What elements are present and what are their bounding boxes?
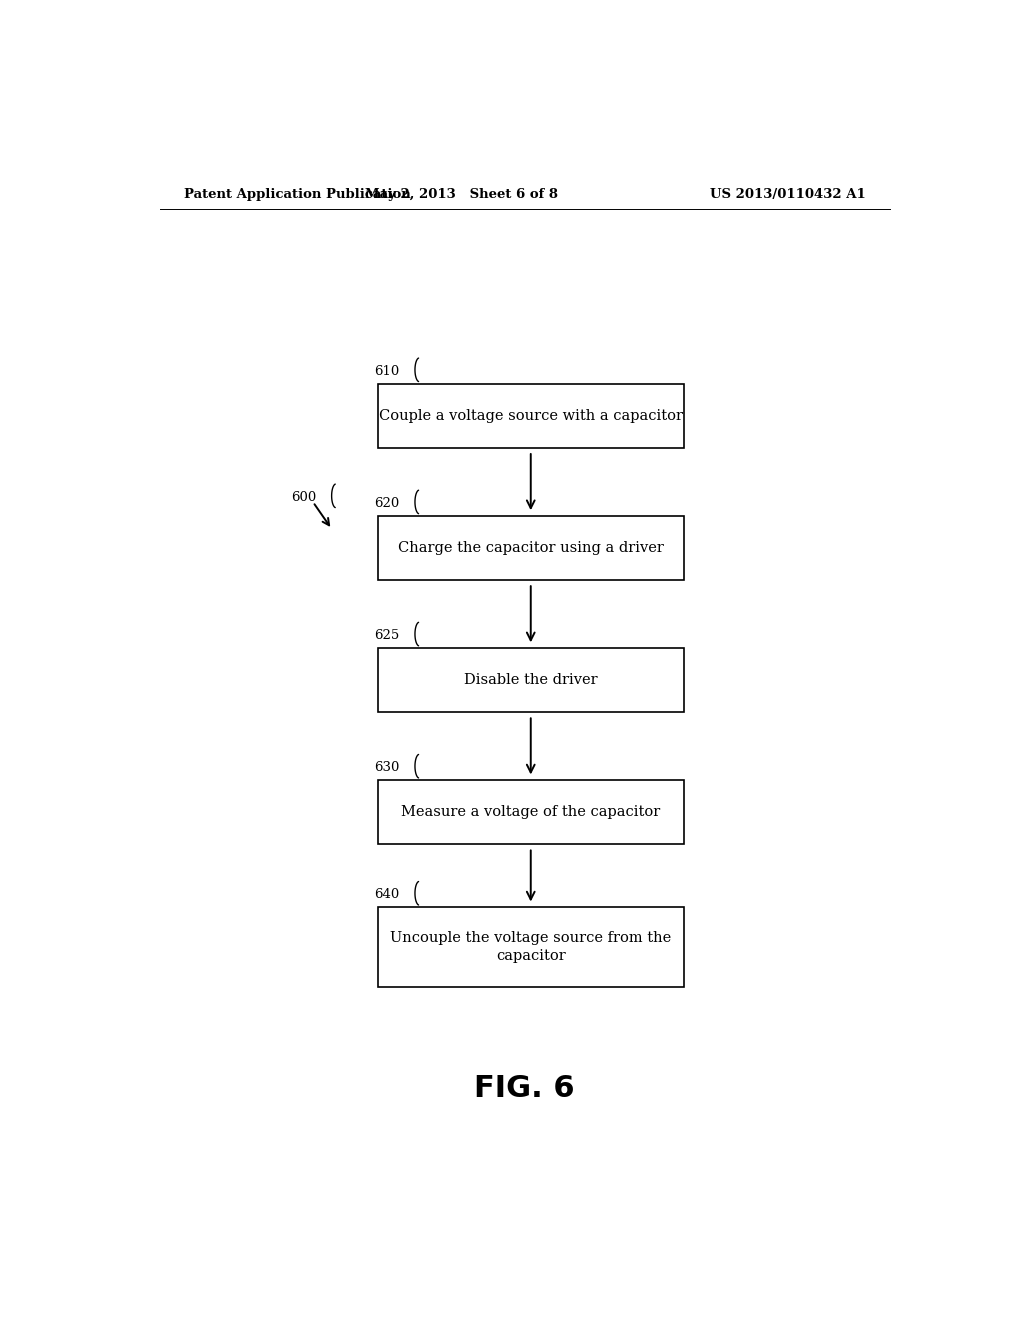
Text: 610: 610 <box>374 364 399 378</box>
Text: Uncouple the voltage source from the
capacitor: Uncouple the voltage source from the cap… <box>390 931 672 964</box>
Text: Couple a voltage source with a capacitor: Couple a voltage source with a capacitor <box>379 409 683 422</box>
Text: Patent Application Publication: Patent Application Publication <box>183 189 411 202</box>
Text: 620: 620 <box>374 498 399 510</box>
Text: Disable the driver: Disable the driver <box>464 673 598 688</box>
Bar <box>378 907 684 987</box>
Text: US 2013/0110432 A1: US 2013/0110432 A1 <box>711 189 866 202</box>
Text: 625: 625 <box>374 630 399 643</box>
Bar <box>378 516 684 581</box>
Text: 600: 600 <box>291 491 316 504</box>
Text: FIG. 6: FIG. 6 <box>474 1074 575 1104</box>
Bar <box>378 780 684 845</box>
Text: 640: 640 <box>374 888 399 902</box>
Text: Charge the capacitor using a driver: Charge the capacitor using a driver <box>397 541 664 556</box>
Text: May 2, 2013   Sheet 6 of 8: May 2, 2013 Sheet 6 of 8 <box>365 189 558 202</box>
Text: 630: 630 <box>374 762 399 775</box>
Bar <box>378 384 684 447</box>
Bar <box>378 648 684 713</box>
Text: Measure a voltage of the capacitor: Measure a voltage of the capacitor <box>401 805 660 820</box>
